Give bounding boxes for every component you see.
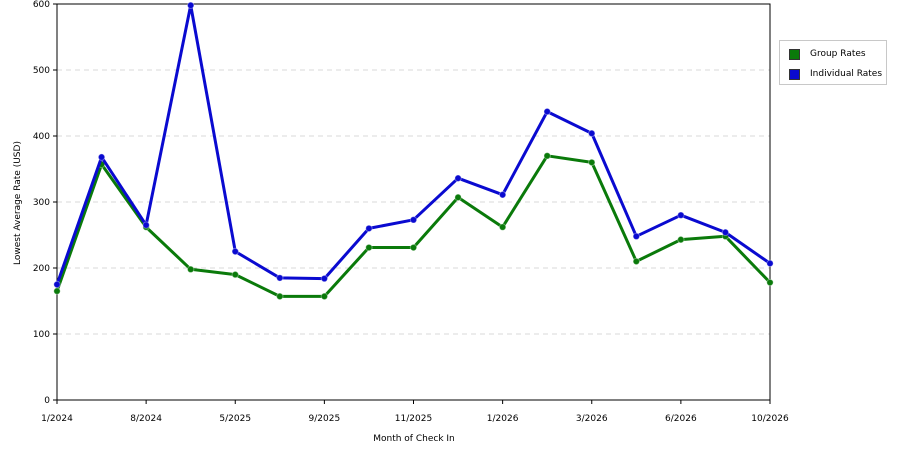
point-group-rates-7	[365, 243, 373, 252]
point-individual-rates-1	[97, 153, 106, 161]
x-tick-label-0: 1/2024	[41, 414, 73, 424]
point-individual-rates-8	[409, 216, 418, 224]
point-individual-rates-10	[498, 191, 507, 199]
x-tick-label-2: 5/2025	[219, 414, 251, 424]
x-tick-label-5: 1/2026	[487, 414, 519, 424]
legend-swatch-group-rates	[789, 48, 800, 60]
point-individual-rates-9	[454, 174, 462, 182]
point-individual-rates-3	[186, 1, 195, 10]
legend-item-group-rates: Group Rates	[789, 47, 866, 61]
x-axis-ticks: 1/2024 8/2024 5/2025 9/2025 11/2025 1/2026 3/2…	[41, 400, 789, 424]
x-tick-label-4: 11/2025	[395, 414, 432, 424]
legend-label-group-rates: Group Rates	[810, 49, 866, 59]
point-individual-rates-4	[231, 247, 239, 256]
point-individual-rates-11	[543, 107, 551, 116]
legend-item-individual-rates: Individual Rates	[789, 67, 882, 81]
point-group-rates-12	[588, 158, 596, 167]
point-group-rates-3	[186, 265, 195, 274]
point-group-rates-14	[677, 235, 685, 244]
point-individual-rates-13	[632, 232, 641, 241]
point-group-rates-5	[276, 292, 284, 301]
y-tick-label-0: 0	[44, 396, 50, 406]
point-individual-rates-12	[588, 129, 596, 138]
point-individual-rates-6	[320, 274, 329, 283]
x-tick-label-1: 8/2024	[130, 414, 162, 424]
x-axis-title: Month of Check In	[373, 434, 455, 444]
y-axis-ticks: 0 100 200 300 400 500 600	[33, 0, 57, 406]
y-tick-label-500: 500	[33, 66, 50, 76]
point-group-rates-0	[53, 287, 61, 295]
point-individual-rates-15	[721, 228, 730, 237]
x-tick-label-6: 3/2026	[576, 414, 608, 424]
y-tick-label-300: 300	[33, 198, 50, 208]
point-group-rates-9	[454, 193, 462, 202]
series-layer	[53, 1, 774, 301]
point-group-rates-16	[766, 278, 774, 287]
point-individual-rates-7	[365, 224, 373, 233]
point-group-rates-11	[543, 152, 551, 160]
point-group-rates-8	[409, 243, 418, 252]
point-group-rates-4	[231, 270, 239, 279]
legend-swatch-individual-rates	[789, 68, 800, 80]
point-individual-rates-16	[766, 259, 774, 268]
y-tick-label-600: 600	[33, 0, 50, 10]
legend: Group Rates Individual Rates	[779, 40, 887, 85]
point-individual-rates-5	[276, 274, 284, 282]
x-tick-label-8: 10/2026	[751, 414, 789, 424]
legend-label-individual-rates: Individual Rates	[810, 69, 883, 79]
y-tick-label-400: 400	[33, 132, 50, 142]
y-axis-title: Lowest Average Rate (USD)	[13, 141, 23, 265]
point-individual-rates-2	[142, 221, 150, 229]
y-tick-label-100: 100	[33, 330, 50, 340]
point-group-rates-6	[320, 292, 329, 301]
gridlines	[57, 69, 770, 335]
point-individual-rates-0	[53, 280, 61, 289]
point-group-rates-10	[498, 223, 507, 231]
series-line-group-rates	[55, 154, 772, 298]
point-group-rates-13	[632, 257, 641, 266]
point-individual-rates-14	[677, 211, 685, 219]
x-tick-label-3: 9/2025	[309, 414, 341, 424]
x-tick-label-7: 6/2026	[665, 414, 697, 424]
y-tick-label-200: 200	[33, 264, 50, 274]
